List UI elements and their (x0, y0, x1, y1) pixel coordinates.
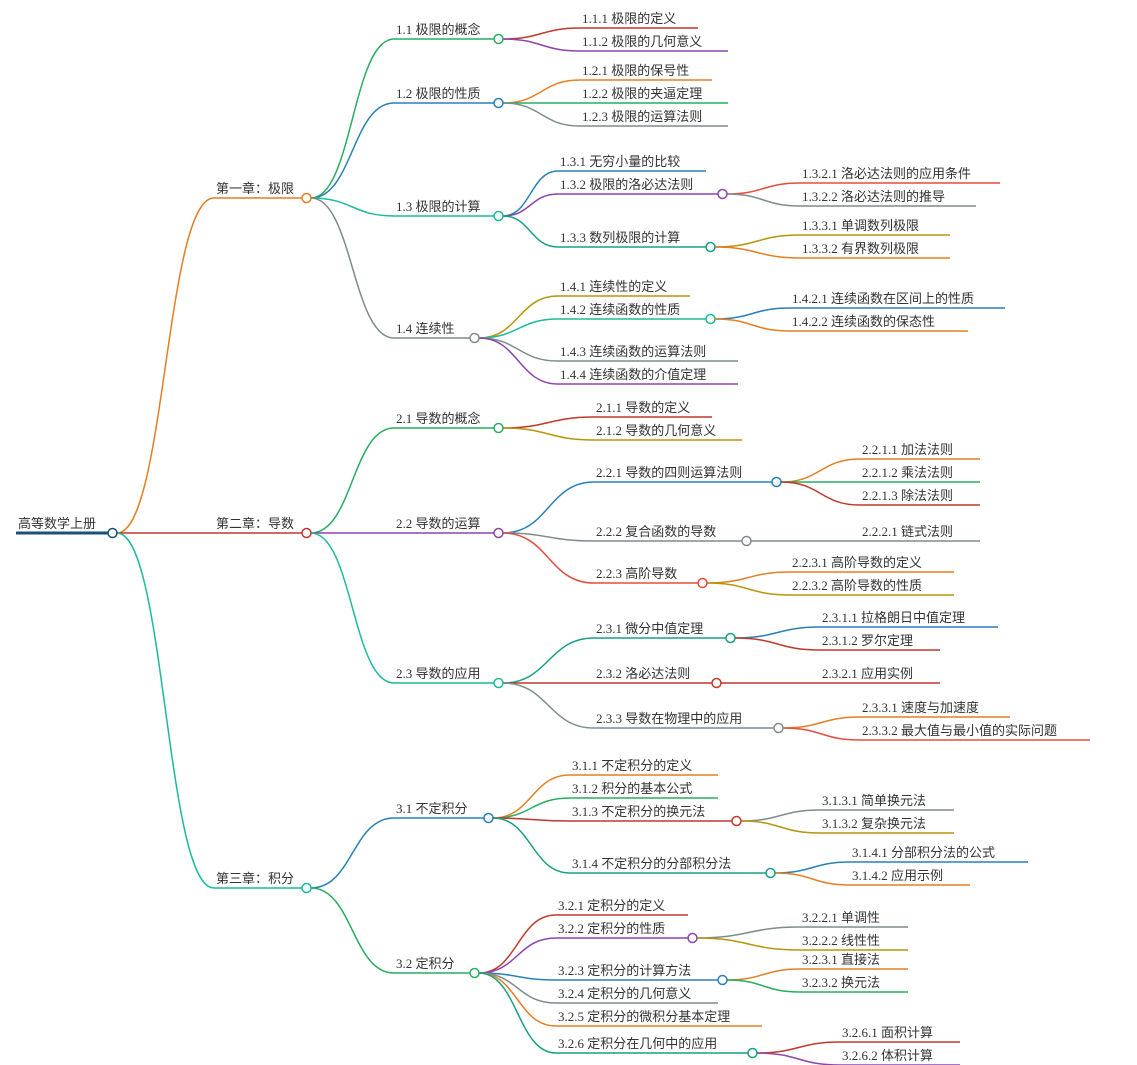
node-label: 2.3.3.1 速度与加速度 (862, 700, 979, 715)
node-label: 3.2.6.2 体积计算 (842, 1048, 933, 1063)
node-label: 1.4 连续性 (396, 321, 455, 336)
node-label: 2.3.1.2 罗尔定理 (822, 633, 913, 648)
node-label: 3.2.1 定积分的定义 (558, 898, 665, 913)
node-label: 3.1.3 不定积分的换元法 (572, 804, 705, 819)
node-label: 2.2.2 复合函数的导数 (596, 524, 716, 539)
node-label: 1.3 极限的计算 (396, 199, 481, 214)
node-label: 3.1.2 积分的基本公式 (572, 781, 692, 796)
node-label: 1.3.1 无穷小量的比较 (560, 154, 680, 169)
node-label: 3.1.4.1 分部积分法的公式 (852, 845, 995, 860)
node-label: 2.3.2.1 应用实例 (822, 666, 913, 681)
node-label: 2.3 导数的应用 (396, 666, 481, 681)
node-label: 2.3.3.2 最大值与最小值的实际问题 (862, 723, 1057, 738)
node-label: 1.4.1 连续性的定义 (560, 279, 667, 294)
node-label: 3.1.4.2 应用示例 (852, 868, 943, 883)
node-label: 2.3.3 导数在物理中的应用 (596, 711, 742, 726)
node-label: 1.1.2 极限的几何意义 (582, 34, 702, 49)
node-label: 2.2.3 高阶导数 (596, 566, 677, 581)
node-label: 3.1 不定积分 (396, 801, 468, 816)
node-label: 2.1.1 导数的定义 (596, 400, 690, 415)
node-label: 2.2.1.3 除法法则 (862, 488, 953, 503)
node-label: 2.3.2 洛必达法则 (596, 666, 690, 681)
node-label: 2.1.2 导数的几何意义 (596, 423, 716, 438)
node-label: 1.1.1 极限的定义 (582, 11, 676, 26)
node-label: 2.3.1.1 拉格朗日中值定理 (822, 610, 965, 625)
node-label: 3.2 定积分 (396, 956, 455, 971)
node-label: 第二章：导数 (216, 516, 294, 531)
node-label: 1.3.2.1 洛必达法则的应用条件 (802, 166, 971, 181)
node-label: 2.2.3.2 高阶导数的性质 (792, 578, 922, 593)
node-label: 3.1.4 不定积分的分部积分法 (572, 856, 731, 871)
node-label: 2.2.1.2 乘法法则 (862, 465, 953, 480)
node-label: 1.2.1 极限的保号性 (582, 63, 689, 78)
node-label: 3.2.6.1 面积计算 (842, 1025, 933, 1040)
node-label: 3.2.3.1 直接法 (802, 952, 880, 967)
node-label: 3.1.3.2 复杂换元法 (822, 816, 926, 831)
node-label: 3.2.3.2 换元法 (802, 975, 880, 990)
node-label: 第一章：极限 (216, 181, 294, 196)
node-label: 3.2.6 定积分在几何中的应用 (558, 1036, 717, 1051)
node-label: 2.1 导数的概念 (396, 411, 481, 426)
node-label: 2.2.1.1 加法法则 (862, 442, 953, 457)
node-label: 3.2.5 定积分的微积分基本定理 (558, 1009, 730, 1024)
node-label: 1.2.3 极限的运算法则 (582, 109, 702, 124)
node-label: 1.4.4 连续函数的介值定理 (560, 367, 706, 382)
node-label: 3.2.2.1 单调性 (802, 910, 880, 925)
node-label: 1.3.3.2 有界数列极限 (802, 241, 919, 256)
node-label: 3.1.1 不定积分的定义 (572, 758, 692, 773)
node-label: 高等数学上册 (18, 516, 96, 531)
node-label: 1.4.2 连续函数的性质 (560, 302, 680, 317)
node-label: 1.3.3 数列极限的计算 (560, 230, 680, 245)
node-label: 1.3.3.1 单调数列极限 (802, 218, 919, 233)
node-label: 1.3.2 极限的洛必达法则 (560, 177, 693, 192)
node-label: 3.2.4 定积分的几何意义 (558, 986, 691, 1001)
node-label: 2.2.3.1 高阶导数的定义 (792, 555, 922, 570)
node-label: 1.1 极限的概念 (396, 22, 481, 37)
node-label: 1.4.3 连续函数的运算法则 (560, 344, 706, 359)
node-label: 3.2.2 定积分的性质 (558, 921, 665, 936)
node-label: 1.3.2.2 洛必达法则的推导 (802, 189, 945, 204)
node-label: 3.1.3.1 简单换元法 (822, 793, 926, 808)
node-label: 1.4.2.1 连续函数在区间上的性质 (792, 291, 974, 306)
mindmap-diagram: 高等数学上册 第一章：极限 1.1 极限的概念 1.1.1 极限的定义 1.1.2 极限… (0, 0, 1137, 1065)
node-label: 1.2 极限的性质 (396, 86, 481, 101)
node-label: 3.2.2.2 线性性 (802, 933, 880, 948)
node-label: 2.2.1 导数的四则运算法则 (596, 465, 742, 480)
node-label: 1.2.2 极限的夹逼定理 (582, 86, 702, 101)
node-label: 1.4.2.2 连续函数的保态性 (792, 314, 935, 329)
node-label: 2.2 导数的运算 (396, 516, 481, 531)
node-label: 2.2.2.1 链式法则 (862, 524, 953, 539)
node-label: 第三章：积分 (216, 871, 294, 886)
node-label: 2.3.1 微分中值定理 (596, 621, 703, 636)
node-label: 3.2.3 定积分的计算方法 (558, 963, 691, 978)
